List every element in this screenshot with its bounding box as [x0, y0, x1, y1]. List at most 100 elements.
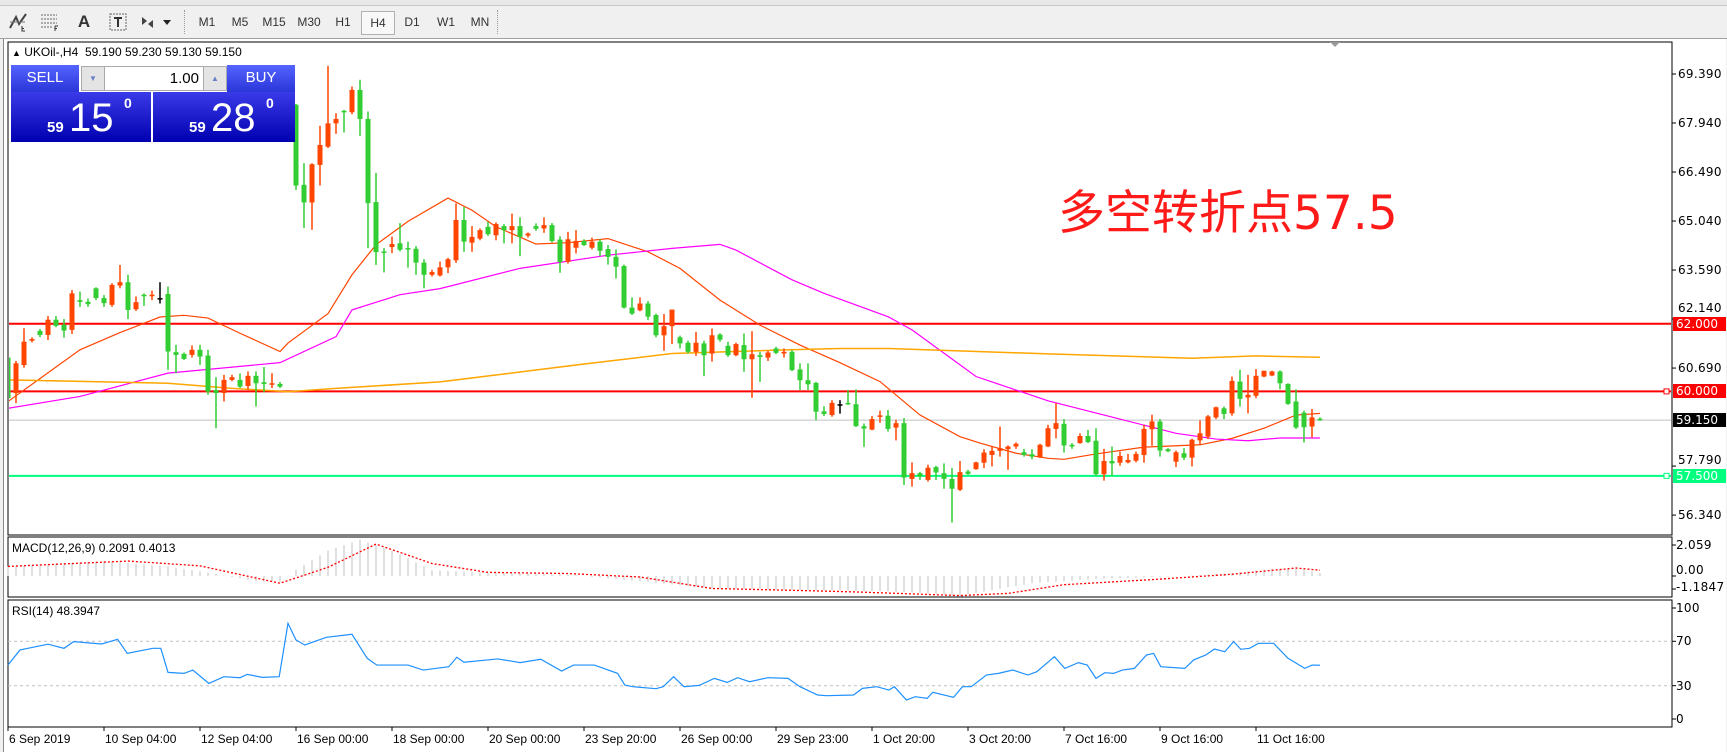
candle-body: [109, 284, 115, 305]
candle-body: [557, 239, 563, 262]
rsi-axis-label: 0: [1676, 712, 1684, 726]
candle: [45, 316, 51, 341]
candle: [1085, 429, 1091, 444]
candle-body: [93, 288, 99, 299]
text-box-icon[interactable]: [106, 10, 130, 34]
candle: [229, 374, 235, 382]
arrows-dropdown-icon[interactable]: [138, 10, 174, 34]
candle-body: [1269, 371, 1275, 376]
buy-button[interactable]: BUY: [227, 65, 295, 93]
candle: [893, 419, 899, 441]
candle-body: [693, 342, 699, 352]
candle-body: [965, 471, 971, 474]
price-axis-label: 66.490: [1678, 165, 1722, 180]
candle: [885, 409, 891, 432]
period-m5-button[interactable]: M5: [231, 15, 249, 29]
candle-body: [773, 348, 779, 353]
candle: [1093, 428, 1099, 476]
candle-body: [13, 363, 19, 394]
candle: [13, 360, 19, 404]
candle-body: [493, 224, 499, 236]
candle-body: [901, 423, 907, 478]
candle-body: [917, 473, 923, 477]
candle: [125, 274, 131, 320]
candle-body: [413, 248, 419, 263]
candle: [269, 373, 275, 389]
sell-price-big-figure: 59: [47, 119, 64, 136]
candle-body: [221, 379, 227, 394]
price-axis-label: 65.040: [1678, 214, 1722, 229]
candle-body: [749, 354, 755, 360]
candle-body: [1085, 435, 1091, 443]
candle: [709, 328, 715, 362]
elliott-wave-icon[interactable]: [6, 10, 30, 34]
candle: [677, 335, 683, 349]
candle-body: [197, 349, 203, 357]
candle: [1125, 453, 1131, 464]
candle: [589, 237, 595, 250]
candle-body: [205, 355, 211, 392]
price-axis-label: 69.390: [1678, 67, 1722, 81]
candle: [413, 246, 419, 275]
candle: [645, 301, 651, 321]
period-w1-button[interactable]: W1: [437, 15, 455, 29]
lot-size-value[interactable]: 1.00: [169, 70, 199, 87]
candle-body: [1125, 459, 1131, 463]
lot-decrease-icon[interactable]: ▼: [82, 67, 105, 90]
time-axis-label: 9 Oct 16:00: [1161, 732, 1224, 746]
candle: [453, 203, 459, 263]
period-h4-button[interactable]: H4: [361, 11, 395, 35]
price-tag-60.000: 60.000: [1673, 384, 1726, 399]
period-h1-button[interactable]: H1: [335, 15, 351, 29]
lot-increase-icon[interactable]: ▲: [203, 67, 226, 90]
macd-axis-label: 0.00: [1676, 563, 1704, 577]
candle-body: [277, 383, 283, 387]
candle: [1221, 406, 1227, 420]
candle-body: [1109, 461, 1115, 464]
candle-body: [613, 256, 619, 267]
collapse-triangle-icon[interactable]: ▲: [12, 48, 21, 58]
candle: [717, 333, 723, 342]
candle-body: [1053, 423, 1059, 429]
candle-body: [389, 244, 395, 248]
period-m30-button[interactable]: M30: [297, 15, 321, 29]
price-tag-59.150: 59.150: [1673, 413, 1726, 428]
sell-price[interactable]: 59 15 0: [11, 92, 151, 142]
candle-body: [973, 462, 979, 470]
buy-price[interactable]: 59 28 0: [153, 92, 295, 142]
candle: [85, 298, 91, 307]
candle: [1149, 414, 1155, 446]
candle-body: [357, 89, 363, 119]
symbol-timeframe: UKOil-,H4: [24, 45, 79, 59]
rsi-axis-label: 100: [1676, 601, 1700, 615]
candle: [941, 463, 947, 489]
candle-body: [637, 303, 643, 311]
candle: [1261, 370, 1267, 378]
candle: [1317, 417, 1323, 421]
candle: [693, 331, 699, 356]
candle: [909, 462, 915, 487]
candle: [1029, 449, 1035, 460]
text-label-icon[interactable]: A: [77, 12, 91, 31]
period-d1-button[interactable]: D1: [404, 15, 420, 29]
period-m15-button[interactable]: M15: [262, 15, 286, 29]
toolbar-separator: [184, 10, 187, 34]
lot-size-field[interactable]: ▼ 1.00 ▲: [81, 66, 227, 91]
time-axis-label: 1 Oct 20:00: [873, 732, 936, 746]
candle-body: [189, 349, 195, 355]
candle-body: [133, 302, 139, 310]
period-mn-button[interactable]: MN: [470, 15, 490, 29]
candle: [29, 337, 35, 343]
candle: [309, 163, 315, 230]
candle: [181, 352, 187, 360]
candle-body: [893, 423, 899, 428]
sell-button[interactable]: SELL: [11, 65, 79, 93]
candle-body: [317, 144, 323, 165]
fibonacci-fan-icon[interactable]: [38, 10, 62, 34]
chart-annotation-text[interactable]: 多空转折点57.5: [1058, 186, 1398, 241]
candle: [701, 340, 707, 377]
period-m1-button[interactable]: M1: [198, 15, 216, 29]
candle-body: [429, 272, 435, 275]
candle: [133, 296, 139, 311]
